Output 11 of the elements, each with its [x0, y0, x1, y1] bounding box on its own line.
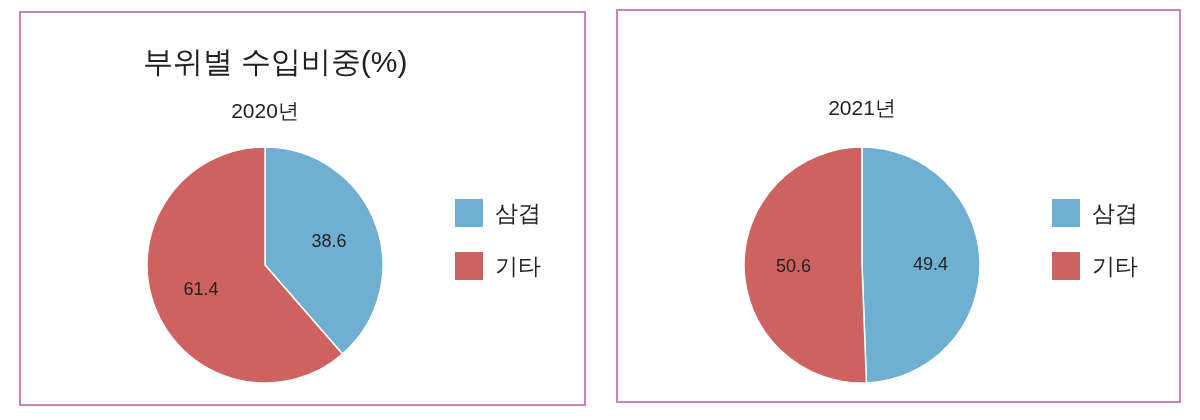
chart-subtitle: 2020년: [231, 99, 299, 122]
chart-title: 2021년: [828, 96, 896, 119]
data-label: 38.6: [311, 231, 347, 252]
legend-label: 기타: [495, 253, 541, 279]
chart-title: 부위별 수입비중(%): [142, 45, 408, 78]
legend-label: 삼겹: [495, 200, 541, 226]
data-label: 50.6: [776, 256, 812, 277]
legend-label: 기타: [1092, 253, 1138, 279]
data-label: 49.4: [912, 253, 948, 274]
data-label: 61.4: [183, 278, 219, 299]
legend-label: 삼겹: [1092, 200, 1138, 226]
